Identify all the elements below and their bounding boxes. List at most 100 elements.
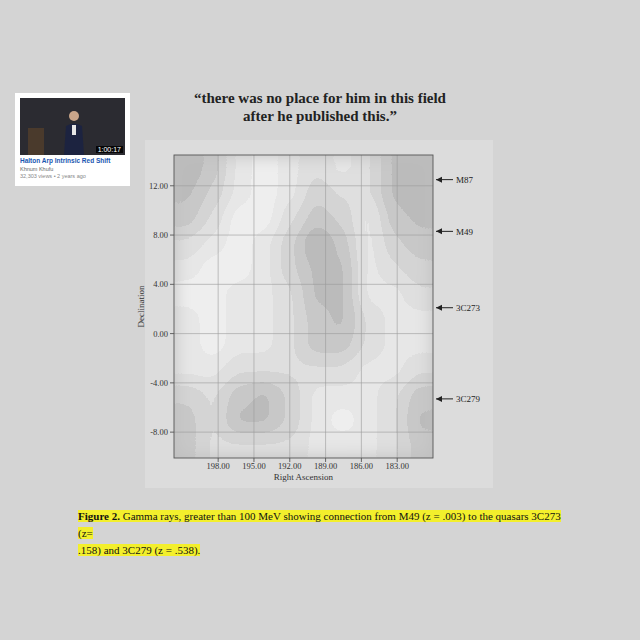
caption-highlight: Figure 2. Gamma rays, greater than 100 M… (78, 510, 561, 539)
heat-cell (304, 180, 330, 206)
heat-cell (174, 256, 200, 282)
heat-cell (278, 307, 304, 333)
heat-cell (226, 382, 252, 408)
heat-cell (200, 408, 226, 434)
grid-line (174, 284, 433, 285)
video-title[interactable]: Halton Arp Intrinsic Red Shift (20, 157, 110, 164)
annotation: 3C279 (436, 394, 481, 404)
y-axis-label: Declination (136, 285, 146, 327)
heat-cell (200, 206, 226, 232)
heat-cell (355, 433, 381, 458)
heat-cell (381, 231, 407, 257)
speaker-shirt (72, 125, 76, 135)
x-tick-label: 186.00 (350, 461, 373, 471)
plot-background (174, 155, 433, 458)
heat-cell (174, 281, 200, 307)
heat-cell (381, 307, 407, 333)
heat-cell (304, 281, 330, 307)
video-thumbnail[interactable]: 1:00:17 (20, 98, 125, 155)
heat-cell (355, 206, 381, 232)
quote-line: after he published this.” (120, 107, 520, 125)
heat-cell (226, 231, 252, 257)
heat-cell (174, 231, 200, 257)
heat-cell (329, 231, 355, 257)
y-tick-label: 12.00 (149, 181, 168, 191)
heat-cell (174, 433, 200, 458)
plot-frame (174, 155, 433, 458)
heat-cell (174, 408, 200, 434)
heat-cell (200, 155, 226, 181)
heat-cell (407, 307, 433, 333)
heat-cell (329, 357, 355, 383)
heat-cell (304, 433, 330, 458)
annotation-label: 3C273 (456, 303, 481, 313)
grid-line (325, 155, 326, 458)
heat-cell (381, 206, 407, 232)
heat-cell (252, 332, 278, 358)
grid-line (174, 333, 433, 334)
heat-cell (278, 382, 304, 408)
quote: “there was no place for him in this fiel… (120, 89, 520, 125)
speaker-body (64, 124, 84, 156)
heat-cell (226, 180, 252, 206)
heat-cell (355, 281, 381, 307)
heat-cell (252, 281, 278, 307)
annotation-arrowhead (436, 177, 442, 183)
heat-cell (381, 281, 407, 307)
y-tick (170, 235, 174, 236)
heat-cell (381, 256, 407, 282)
heat-cell (304, 408, 330, 434)
heat-cell (407, 382, 433, 408)
video-card[interactable]: 1:00:17 Halton Arp Intrinsic Red Shift K… (15, 93, 130, 186)
heat-cell (381, 357, 407, 383)
heat-cell (200, 256, 226, 282)
heat-cell (355, 256, 381, 282)
heat-cell (355, 155, 381, 181)
caption-highlight: .158) and 3C279 (z = .538). (78, 544, 200, 556)
x-axis-label: Right Ascension (274, 472, 334, 482)
quote-line: “there was no place for him in this fiel… (120, 89, 520, 107)
heat-cell (407, 256, 433, 282)
heat-cell (304, 307, 330, 333)
heat-cell (407, 206, 433, 232)
heat-cell (226, 332, 252, 358)
heat-cell (304, 231, 330, 257)
heat-cell (278, 332, 304, 358)
video-channel[interactable]: Khnum Khufu (20, 166, 53, 172)
heat-cell (200, 382, 226, 408)
heat-cell (174, 155, 200, 181)
heat-cell (226, 408, 252, 434)
heat-cell (407, 155, 433, 181)
caption-text: Gamma rays, greater than 100 MeV showing… (78, 510, 561, 539)
annotation: M87 (436, 175, 474, 185)
heat-cell (329, 180, 355, 206)
annotation-label: M49 (456, 227, 474, 237)
grid-line (253, 155, 254, 458)
heat-cell (174, 332, 200, 358)
heat-cell (381, 408, 407, 434)
heat-cell (407, 180, 433, 206)
heat-cell (252, 180, 278, 206)
heat-cell (278, 180, 304, 206)
heat-cell (329, 307, 355, 333)
plot-area (174, 155, 433, 458)
heat-cell (355, 332, 381, 358)
x-tick-label: 192.00 (278, 461, 301, 471)
heat-cell (278, 433, 304, 458)
heat-cell (355, 231, 381, 257)
heat-cell (226, 155, 252, 181)
podium (28, 128, 44, 155)
y-tick-label: 4.00 (153, 279, 168, 289)
heat-cell (278, 256, 304, 282)
y-tick (170, 284, 174, 285)
heat-cell (381, 155, 407, 181)
heat-cell (174, 206, 200, 232)
heat-cell (407, 332, 433, 358)
heat-cell (329, 281, 355, 307)
heat-cell (304, 382, 330, 408)
heatmap (174, 155, 433, 458)
heat-cell (174, 382, 200, 408)
heat-cell (355, 307, 381, 333)
video-meta: 32,303 views • 2 years ago (20, 173, 86, 179)
heat-cell (381, 332, 407, 358)
